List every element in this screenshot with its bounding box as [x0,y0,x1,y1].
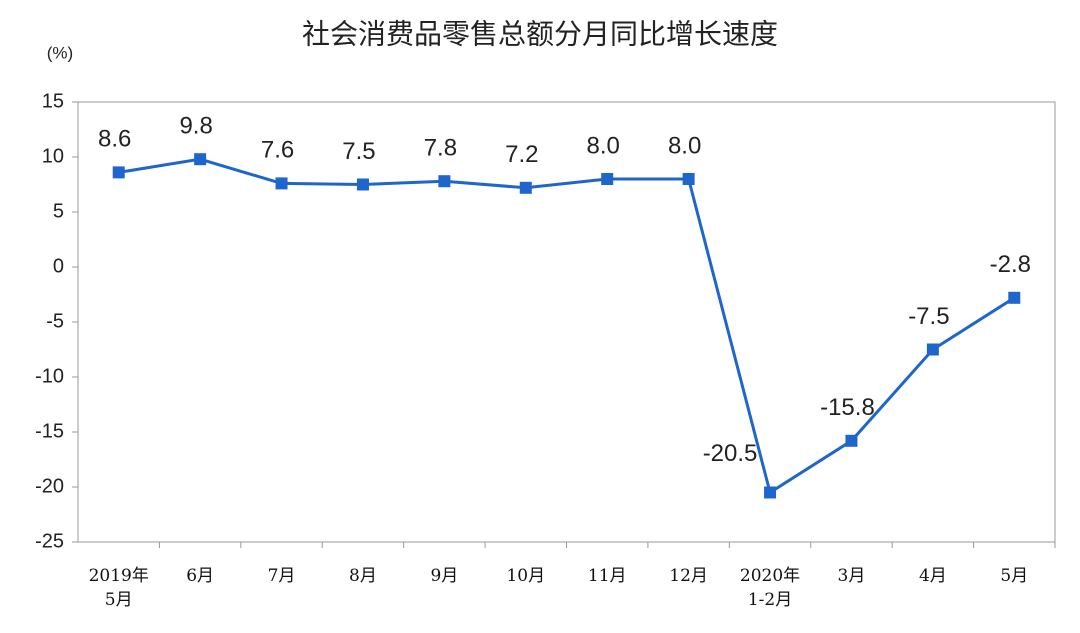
data-label: 7.5 [342,138,375,165]
chart-title: 社会消费品零售总额分月同比增长速度 [302,18,778,49]
marker [764,486,777,499]
data-label: -15.8 [820,394,875,421]
y-tick-label: -10 [35,365,64,387]
data-label: 7.2 [505,141,538,168]
marker [1008,291,1021,304]
y-tick-label: 15 [42,90,64,112]
x-tick-label: 7月 [267,566,296,586]
x-tick-label: 10月 [506,566,546,586]
data-label: 7.8 [424,135,457,162]
marker [845,434,858,447]
y-tick-label: 0 [53,255,64,277]
marker [519,181,532,194]
marker [356,178,369,191]
y-tick-label: -25 [35,530,64,552]
x-tick-label: 2020年 1-2月 [739,566,801,610]
x-tick-label: 9月 [430,566,459,586]
x-tick-label: 2019年 5月 [88,566,149,610]
x-tick-label: 11月 [587,566,627,586]
data-label: 9.8 [179,113,212,140]
y-tick-label: -15 [35,420,64,442]
y-tick-label: 10 [42,145,64,167]
x-tick-label: 6月 [186,566,215,586]
marker [112,166,125,179]
line [118,157,1016,495]
data-label: 7.6 [261,137,294,164]
x-tick-label: 4月 [918,566,947,586]
data-label: -20.5 [703,440,758,467]
y-tick-label: -20 [35,475,64,497]
x-tick-label: 8月 [349,566,377,586]
x-tick-label: 12月 [669,566,708,586]
data-label: -2.8 [990,251,1031,278]
data-label: 8.0 [587,132,620,159]
y-tick-label: 5 [53,200,64,222]
y-axis-label: (%) [47,43,73,62]
marker [275,177,288,190]
data-label: 8.0 [668,132,701,159]
data-label: 8.6 [98,126,131,153]
marker [926,343,939,356]
data-label: -7.5 [908,303,949,330]
marker [438,175,451,188]
marker [194,153,207,166]
marker [682,173,695,185]
y-tick-label: -5 [46,310,64,332]
x-tick-label: 3月 [837,566,866,586]
x-tick-label: 5月 [1000,566,1029,586]
marker [601,173,614,185]
